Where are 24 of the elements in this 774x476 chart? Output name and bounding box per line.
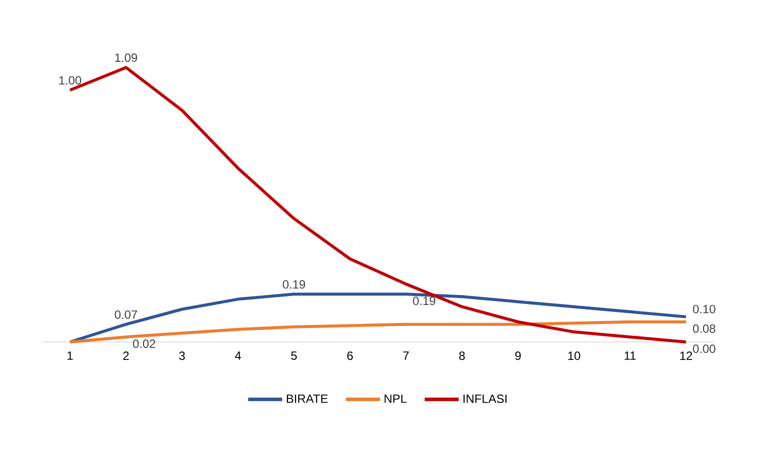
x-tick-label: 4 xyxy=(234,352,241,360)
x-tick-label: 11 xyxy=(624,352,636,360)
x-tick-label: 2 xyxy=(123,352,129,360)
x-tick-label: 5 xyxy=(291,352,297,360)
data-label: 1.09 xyxy=(115,53,138,62)
data-label: 0.02 xyxy=(132,339,156,348)
x-tick-label: 12 xyxy=(680,352,692,360)
x-tick-label: 1 xyxy=(68,352,73,360)
data-label: 0.10 xyxy=(692,304,716,314)
data-label: 0.19 xyxy=(282,280,306,289)
x-tick-label: 8 xyxy=(459,352,465,360)
data-label: 0.00 xyxy=(692,344,716,353)
x-tick-label: 10 xyxy=(568,352,580,360)
data-label: 1.00 xyxy=(59,76,82,85)
x-tick-label: 6 xyxy=(347,352,353,360)
legend-label: NPL xyxy=(384,394,407,403)
x-tick-label: 7 xyxy=(403,352,409,360)
x-tick-label: 9 xyxy=(515,352,521,360)
data-label: 0.07 xyxy=(114,310,138,319)
x-tick-label: 3 xyxy=(179,352,185,360)
data-label: 0.08 xyxy=(692,324,716,333)
data-label: 0.19 xyxy=(412,296,436,306)
legend-label: BIRATE xyxy=(286,394,328,403)
legend-label: INFLASI xyxy=(464,394,506,403)
